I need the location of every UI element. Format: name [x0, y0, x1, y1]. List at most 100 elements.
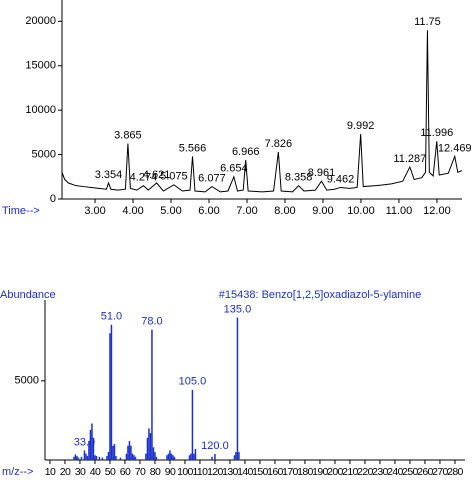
peak-label: 8.358	[285, 172, 313, 184]
bar	[95, 456, 98, 460]
bar	[112, 445, 114, 460]
peak-label: 78.0	[141, 316, 162, 328]
peak-label: 135.0	[224, 303, 252, 315]
bar	[77, 457, 80, 460]
bar	[125, 453, 128, 460]
x-tick-label: 270	[432, 466, 448, 478]
bar	[214, 453, 216, 460]
bar	[107, 452, 110, 460]
x-tick-label: 160	[267, 466, 283, 478]
x-axis-label: Time-->	[2, 205, 40, 217]
peak-label: 6.966	[232, 146, 260, 158]
x-tick-label: 7.00	[236, 205, 257, 217]
peak-label: 5.566	[179, 142, 207, 154]
x-tick-label: 6.00	[198, 205, 219, 217]
y-tick-label: 5000	[15, 375, 39, 387]
bar	[85, 453, 87, 460]
bar	[149, 433, 152, 460]
x-tick-label: 5.00	[160, 205, 181, 217]
x-tick-label: 210	[342, 466, 358, 478]
bar	[238, 452, 240, 460]
x-tick-label: 190	[312, 466, 328, 478]
x-tick-label: 200	[327, 466, 343, 478]
x-tick-label: 220	[357, 466, 373, 478]
peak-label: 11.996	[420, 127, 453, 139]
bar	[134, 456, 137, 460]
x-tick-label: 9.00	[312, 205, 333, 217]
peak-label: 4.274	[130, 172, 158, 184]
x-tick-label: 10	[45, 466, 56, 478]
bar	[127, 445, 129, 460]
peak-label: 33.0	[74, 436, 95, 448]
x-tick-label: 120	[207, 466, 223, 478]
x-tick-label: 10.00	[347, 205, 375, 217]
bar	[188, 455, 191, 460]
bar	[113, 444, 116, 460]
bar	[172, 455, 174, 460]
x-tick-label: 100	[177, 466, 193, 478]
bar	[86, 456, 89, 460]
x-tick-label: 250	[402, 466, 418, 478]
y-tick-label: 20000	[25, 15, 56, 27]
x-tick-label: 60	[120, 466, 131, 478]
bar	[193, 453, 195, 460]
bar	[94, 455, 96, 460]
bar	[194, 448, 197, 460]
bar	[76, 456, 78, 460]
bar	[152, 447, 155, 460]
x-tick-label: 4.00	[122, 205, 143, 217]
bar	[73, 456, 75, 460]
bar	[233, 455, 236, 460]
bar	[154, 452, 156, 460]
bar	[211, 456, 213, 460]
bar	[170, 453, 173, 460]
bar	[74, 454, 77, 460]
bar	[115, 456, 117, 460]
bar	[146, 437, 149, 460]
bar	[148, 428, 150, 460]
bar	[92, 437, 95, 460]
bar	[166, 455, 168, 460]
x-axis-label: m/z-->	[2, 466, 33, 478]
bar	[98, 456, 101, 460]
bar	[145, 453, 147, 460]
bar	[190, 453, 192, 460]
peak-label: 3.865	[114, 129, 142, 141]
bar	[236, 317, 239, 460]
x-tick-label: 3.00	[84, 205, 105, 217]
peak-label: 11.75	[414, 16, 441, 28]
bar	[133, 455, 135, 460]
bar	[130, 445, 132, 460]
bar	[167, 453, 170, 460]
x-tick-label: 90	[165, 466, 176, 478]
x-tick-label: 230	[372, 466, 388, 478]
peak-label: 7.826	[265, 138, 293, 150]
peak-label: 3.354	[95, 169, 123, 181]
x-tick-label: 8.00	[274, 205, 295, 217]
bar	[88, 440, 90, 460]
bar	[83, 450, 86, 460]
bar	[151, 329, 153, 460]
bar	[101, 457, 104, 460]
bar	[169, 450, 171, 460]
peak-label: 6.654	[220, 163, 248, 175]
x-tick-label: 70	[135, 466, 146, 478]
x-tick-label: 20	[60, 466, 71, 478]
x-tick-label: 150	[252, 466, 268, 478]
peak-label: 120.0	[201, 440, 229, 452]
x-tick-label: 30	[75, 466, 86, 478]
bar	[106, 456, 108, 460]
bar	[235, 452, 237, 460]
y-tick-label: 15000	[25, 60, 56, 72]
bar	[91, 423, 93, 460]
x-tick-label: 130	[222, 466, 238, 478]
peak-label: 51.0	[101, 311, 122, 323]
x-tick-label: 240	[387, 466, 403, 478]
peak-label: 6.077	[198, 172, 226, 184]
x-tick-label: 50	[105, 466, 116, 478]
peak-label: 105.0	[179, 376, 207, 388]
x-tick-label: 12.00	[423, 205, 451, 217]
y-tick-label: 0	[50, 193, 56, 205]
x-tick-label: 11.00	[386, 205, 413, 217]
x-tick-label: 180	[297, 466, 313, 478]
